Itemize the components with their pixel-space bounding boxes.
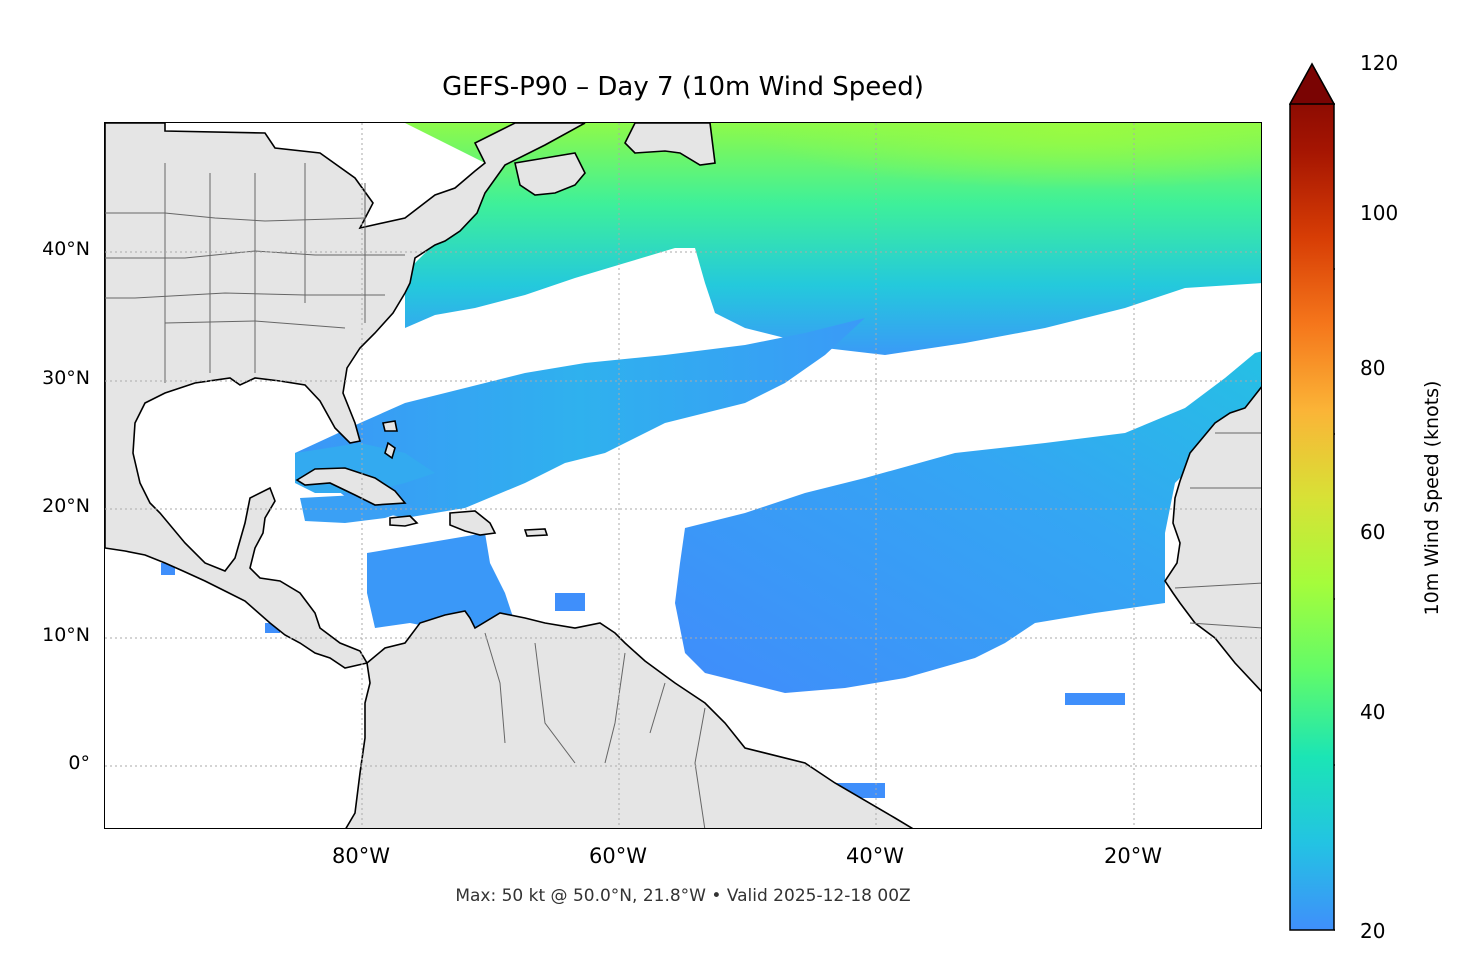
lat-tick-10n: 10°N <box>42 624 90 646</box>
colorbar-tick-80: 80 <box>1360 356 1386 380</box>
map-panel <box>104 122 1262 829</box>
colorbar <box>1289 62 1335 931</box>
lon-tick-80w: 80°W <box>332 844 390 868</box>
lat-tick-20n: 20°N <box>42 495 90 517</box>
lon-tick-40w: 40°W <box>846 844 904 868</box>
figure-title: GEFS-P90 – Day 7 (10m Wind Speed) <box>442 72 924 102</box>
gridlines <box>105 123 1261 828</box>
political-borders <box>105 163 1261 828</box>
lon-tick-60w: 60°W <box>589 844 647 868</box>
colorbar-title: 10m Wind Speed (knots) <box>1421 380 1443 616</box>
lat-tick-30n: 30°N <box>42 367 90 389</box>
colorbar-tick-40: 40 <box>1360 700 1386 724</box>
map-canvas <box>105 123 1261 828</box>
colorbar-tick-20: 20 <box>1360 919 1386 943</box>
land <box>105 123 1261 828</box>
lat-tick-0: 0° <box>68 752 90 774</box>
colorbar-tick-100: 100 <box>1360 201 1399 225</box>
footnote-max-valid: Max: 50 kt @ 50.0°N, 21.8°W • Valid 2025… <box>455 886 911 906</box>
colorbar-tick-120: 120 <box>1360 51 1399 75</box>
colorbar-tick-60: 60 <box>1360 520 1386 544</box>
lon-tick-20w: 20°W <box>1104 844 1162 868</box>
lat-tick-40n: 40°N <box>42 238 90 260</box>
